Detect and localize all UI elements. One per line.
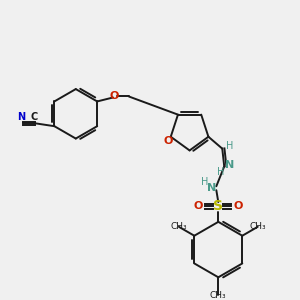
Text: CH₃: CH₃ xyxy=(171,222,187,231)
Text: S: S xyxy=(213,199,223,213)
Text: H: H xyxy=(217,167,224,177)
Text: N: N xyxy=(207,183,216,193)
Text: H: H xyxy=(226,141,233,151)
Text: N: N xyxy=(16,112,25,122)
Text: CH₃: CH₃ xyxy=(210,291,226,300)
Text: H: H xyxy=(201,177,208,187)
Text: CH₃: CH₃ xyxy=(249,222,266,231)
Text: O: O xyxy=(233,201,243,211)
Text: C: C xyxy=(31,112,38,122)
Text: N: N xyxy=(225,160,234,170)
Text: O: O xyxy=(109,92,119,101)
Text: O: O xyxy=(163,136,172,146)
Text: O: O xyxy=(194,201,203,211)
